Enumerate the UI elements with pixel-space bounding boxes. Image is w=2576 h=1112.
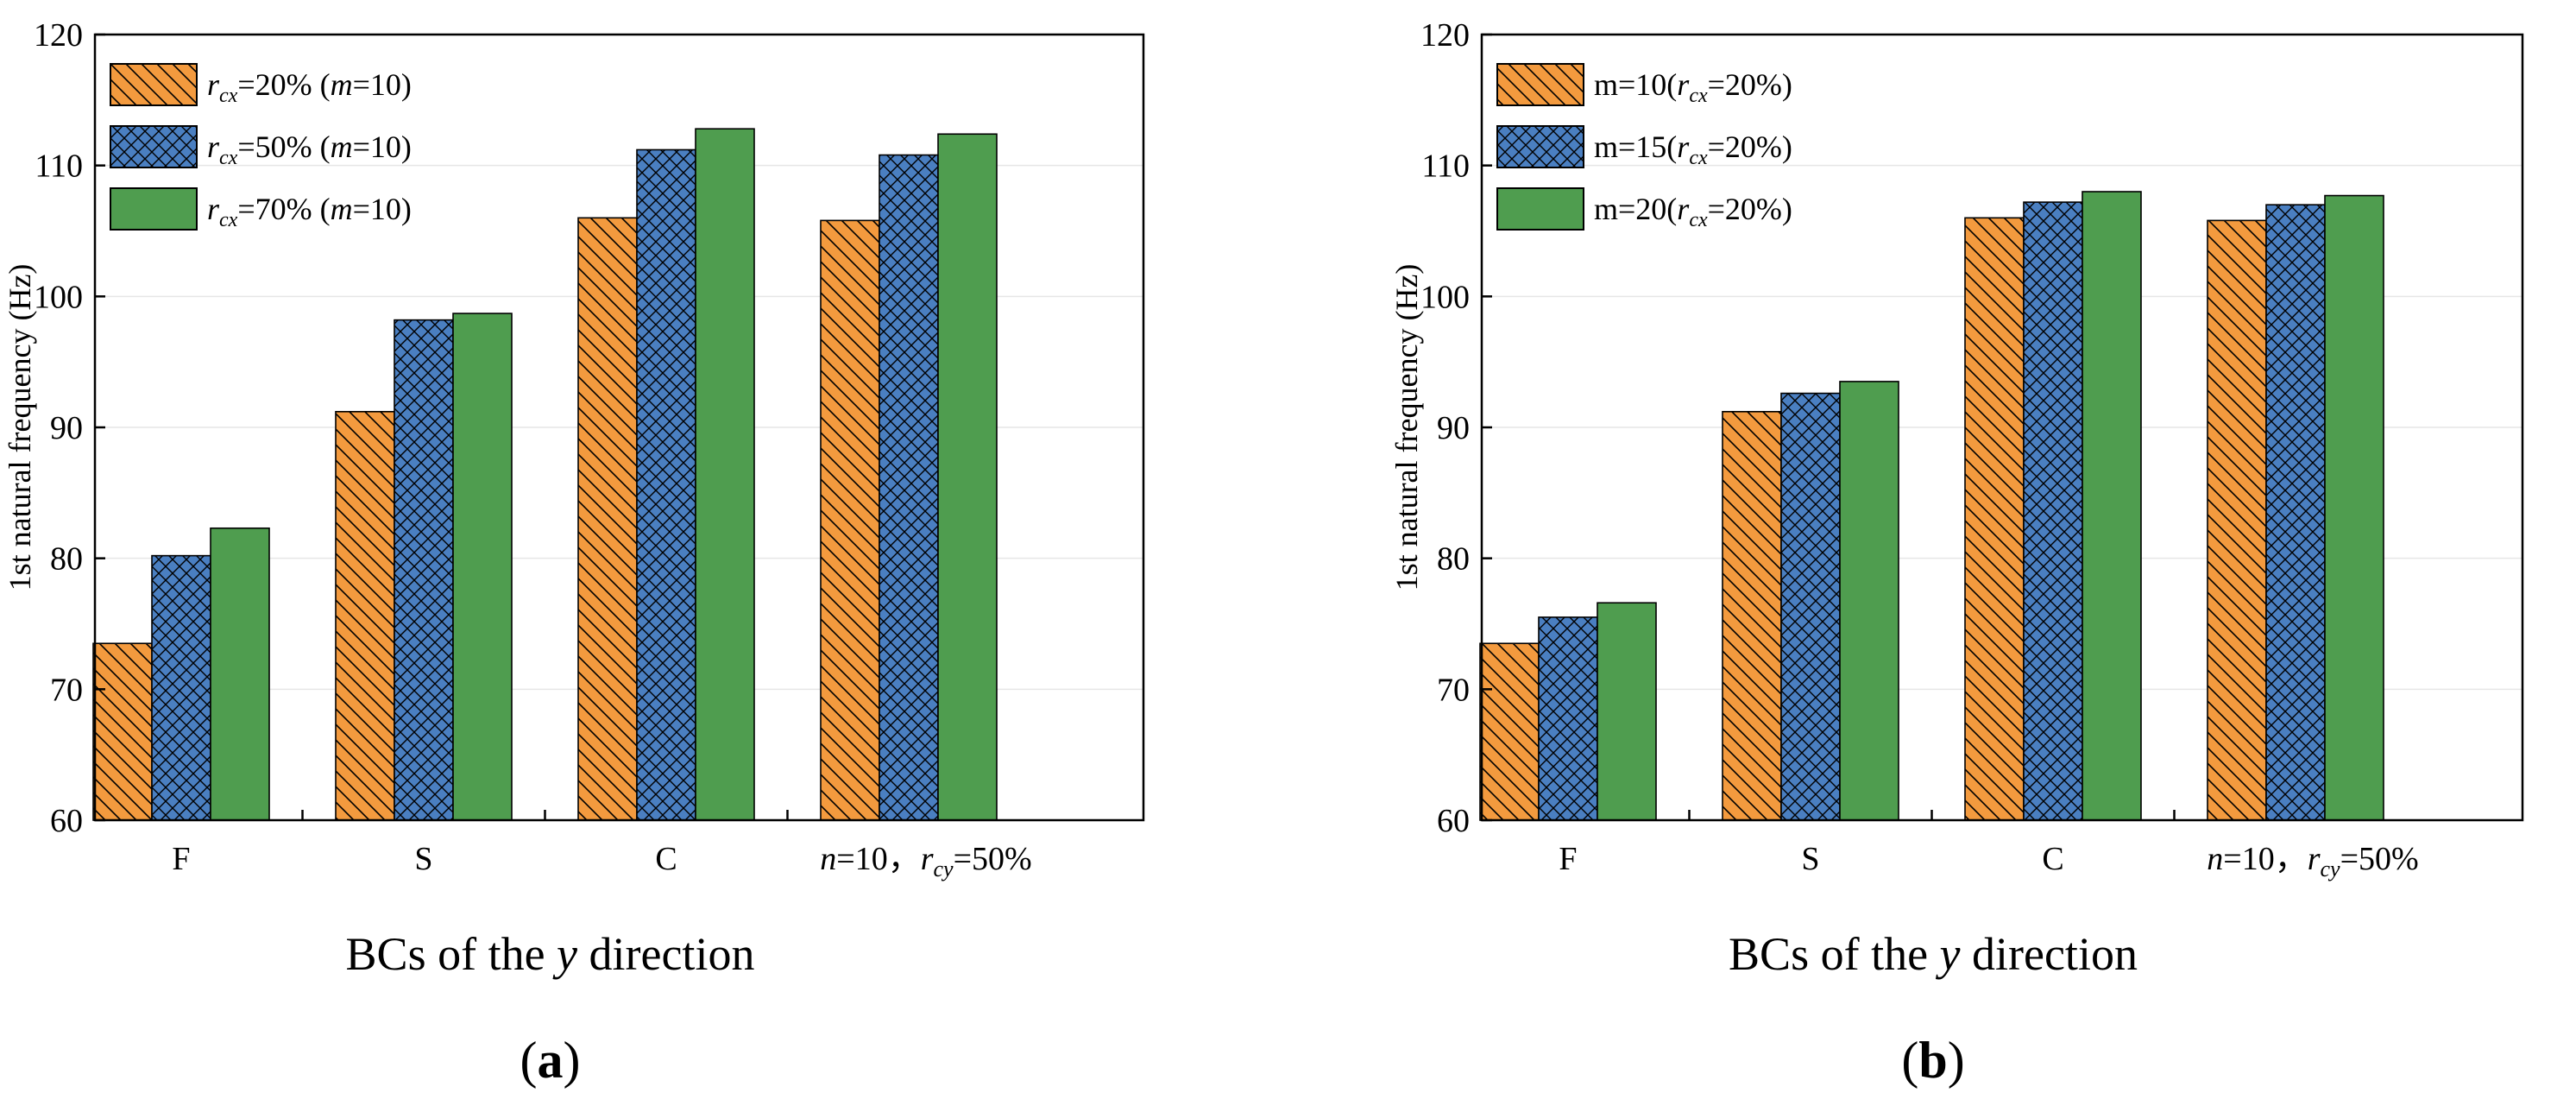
bars [92,128,998,821]
legend-entry-rcx-20: rcx=20% (m=10) [110,63,412,107]
legend: m=10(rcx=20%) m=15(rcx=20%) m=20(rcx=20%… [1496,63,1792,231]
x-ticks [301,810,789,820]
bar-blue-0 [1538,616,1598,821]
x-tick-label-s: S [414,841,432,877]
y-tick-label: 90 [1437,410,1470,446]
bar-orange-0 [92,642,153,821]
legend-entry-m-15: m=15(rcx=20%) [1496,125,1792,169]
x-tick-label-note: n=10，rcy=50% [2207,841,2418,881]
x-tick-label-s: S [1801,841,1819,877]
bar-orange-2 [1964,217,2025,821]
bar-blue-2 [2023,201,2083,821]
bar-orange-2 [577,217,638,821]
legend-label: m=10(rcx=20%) [1594,67,1792,107]
y-tick-label: 70 [1437,672,1470,708]
bar-green-0 [1597,602,1657,821]
y-tick-label: 110 [1421,148,1470,185]
x-tick-label-f: F [172,841,190,877]
bar-green-2 [2082,191,2142,821]
legend-swatch-blue [110,125,198,168]
y-axis-label: 1st natural frequency (Hz) [1389,264,1424,591]
panel-a: 60 70 80 90 100 110 120 F S C n=10，rcy=50% 1st… [3,17,1145,1089]
legend-entry-m-10: m=10(rcx=20%) [1496,63,1792,107]
legend-label: rcx=20% (m=10) [207,67,412,107]
y-ticks: 60 70 80 90 100 110 120 [1420,17,1492,839]
x-ticks [1688,810,2176,820]
x-tick-label-f: F [1559,841,1577,877]
y-tick-label: 100 [1420,279,1470,315]
x-tick-label-c: C [2042,841,2063,877]
legend-entry-rcx-70: rcx=70% (m=10) [110,187,412,231]
y-tick-label: 100 [34,279,83,315]
legend-swatch-blue [1496,125,1584,168]
legend-swatch-orange [110,63,198,106]
bar-green-3 [2324,194,2384,821]
x-tick-label-c: C [655,841,677,877]
y-ticks: 60 70 80 90 100 110 120 [34,17,105,839]
legend-swatch-green [1496,187,1584,231]
y-tick-label: 120 [1420,17,1470,54]
legend-label: m=20(rcx=20%) [1594,192,1792,231]
bar-green-1 [1839,381,1899,821]
bar-blue-0 [151,554,211,821]
legend-entry-m-20: m=20(rcx=20%) [1496,187,1792,231]
panel-b: 60 70 80 90 100 110 120 F S C n=10，rcy=50% 1st… [1389,17,2524,1089]
y-tick-label: 110 [35,148,83,185]
legend-label: rcx=70% (m=10) [207,192,412,231]
bar-orange-3 [2207,219,2267,821]
y-tick-label: 90 [50,410,83,446]
bar-blue-3 [879,154,939,821]
legend-swatch-green [110,187,198,231]
bar-blue-3 [2265,204,2326,821]
bar-green-1 [452,313,513,821]
x-axis-label: BCs of the y direction [1729,928,2138,980]
bar-green-2 [695,128,755,821]
y-tick-label: 120 [34,17,83,54]
legend-label: rcx=50% (m=10) [207,130,412,169]
bar-green-0 [210,527,270,821]
bar-blue-1 [394,319,454,821]
y-tick-label: 80 [1437,541,1470,578]
y-axis-label: 1st natural frequency (Hz) [3,264,37,591]
bar-orange-1 [335,410,395,821]
bar-orange-3 [820,219,880,821]
x-tick-label-note: n=10，rcy=50% [820,841,1031,881]
x-axis-label: BCs of the y direction [346,928,755,980]
legend: rcx=20% (m=10) rcx=50% (m=10) rcx=70% (m… [110,63,412,231]
legend-entry-rcx-50: rcx=50% (m=10) [110,125,412,169]
bars [1479,191,2384,821]
legend-swatch-orange [1496,63,1584,106]
bar-blue-2 [636,148,696,821]
bar-green-3 [937,133,998,821]
y-tick-label: 80 [50,541,83,578]
y-tick-label: 60 [50,803,83,839]
bar-orange-0 [1479,642,1540,821]
legend-label: m=15(rcx=20%) [1594,130,1792,169]
panel-label-a: (a) [520,1032,581,1089]
y-tick-label: 60 [1437,803,1470,839]
y-tick-label: 70 [50,672,83,708]
bar-blue-1 [1780,392,1841,821]
bar-orange-1 [1722,410,1782,821]
panel-label-b: (b) [1901,1032,1964,1089]
